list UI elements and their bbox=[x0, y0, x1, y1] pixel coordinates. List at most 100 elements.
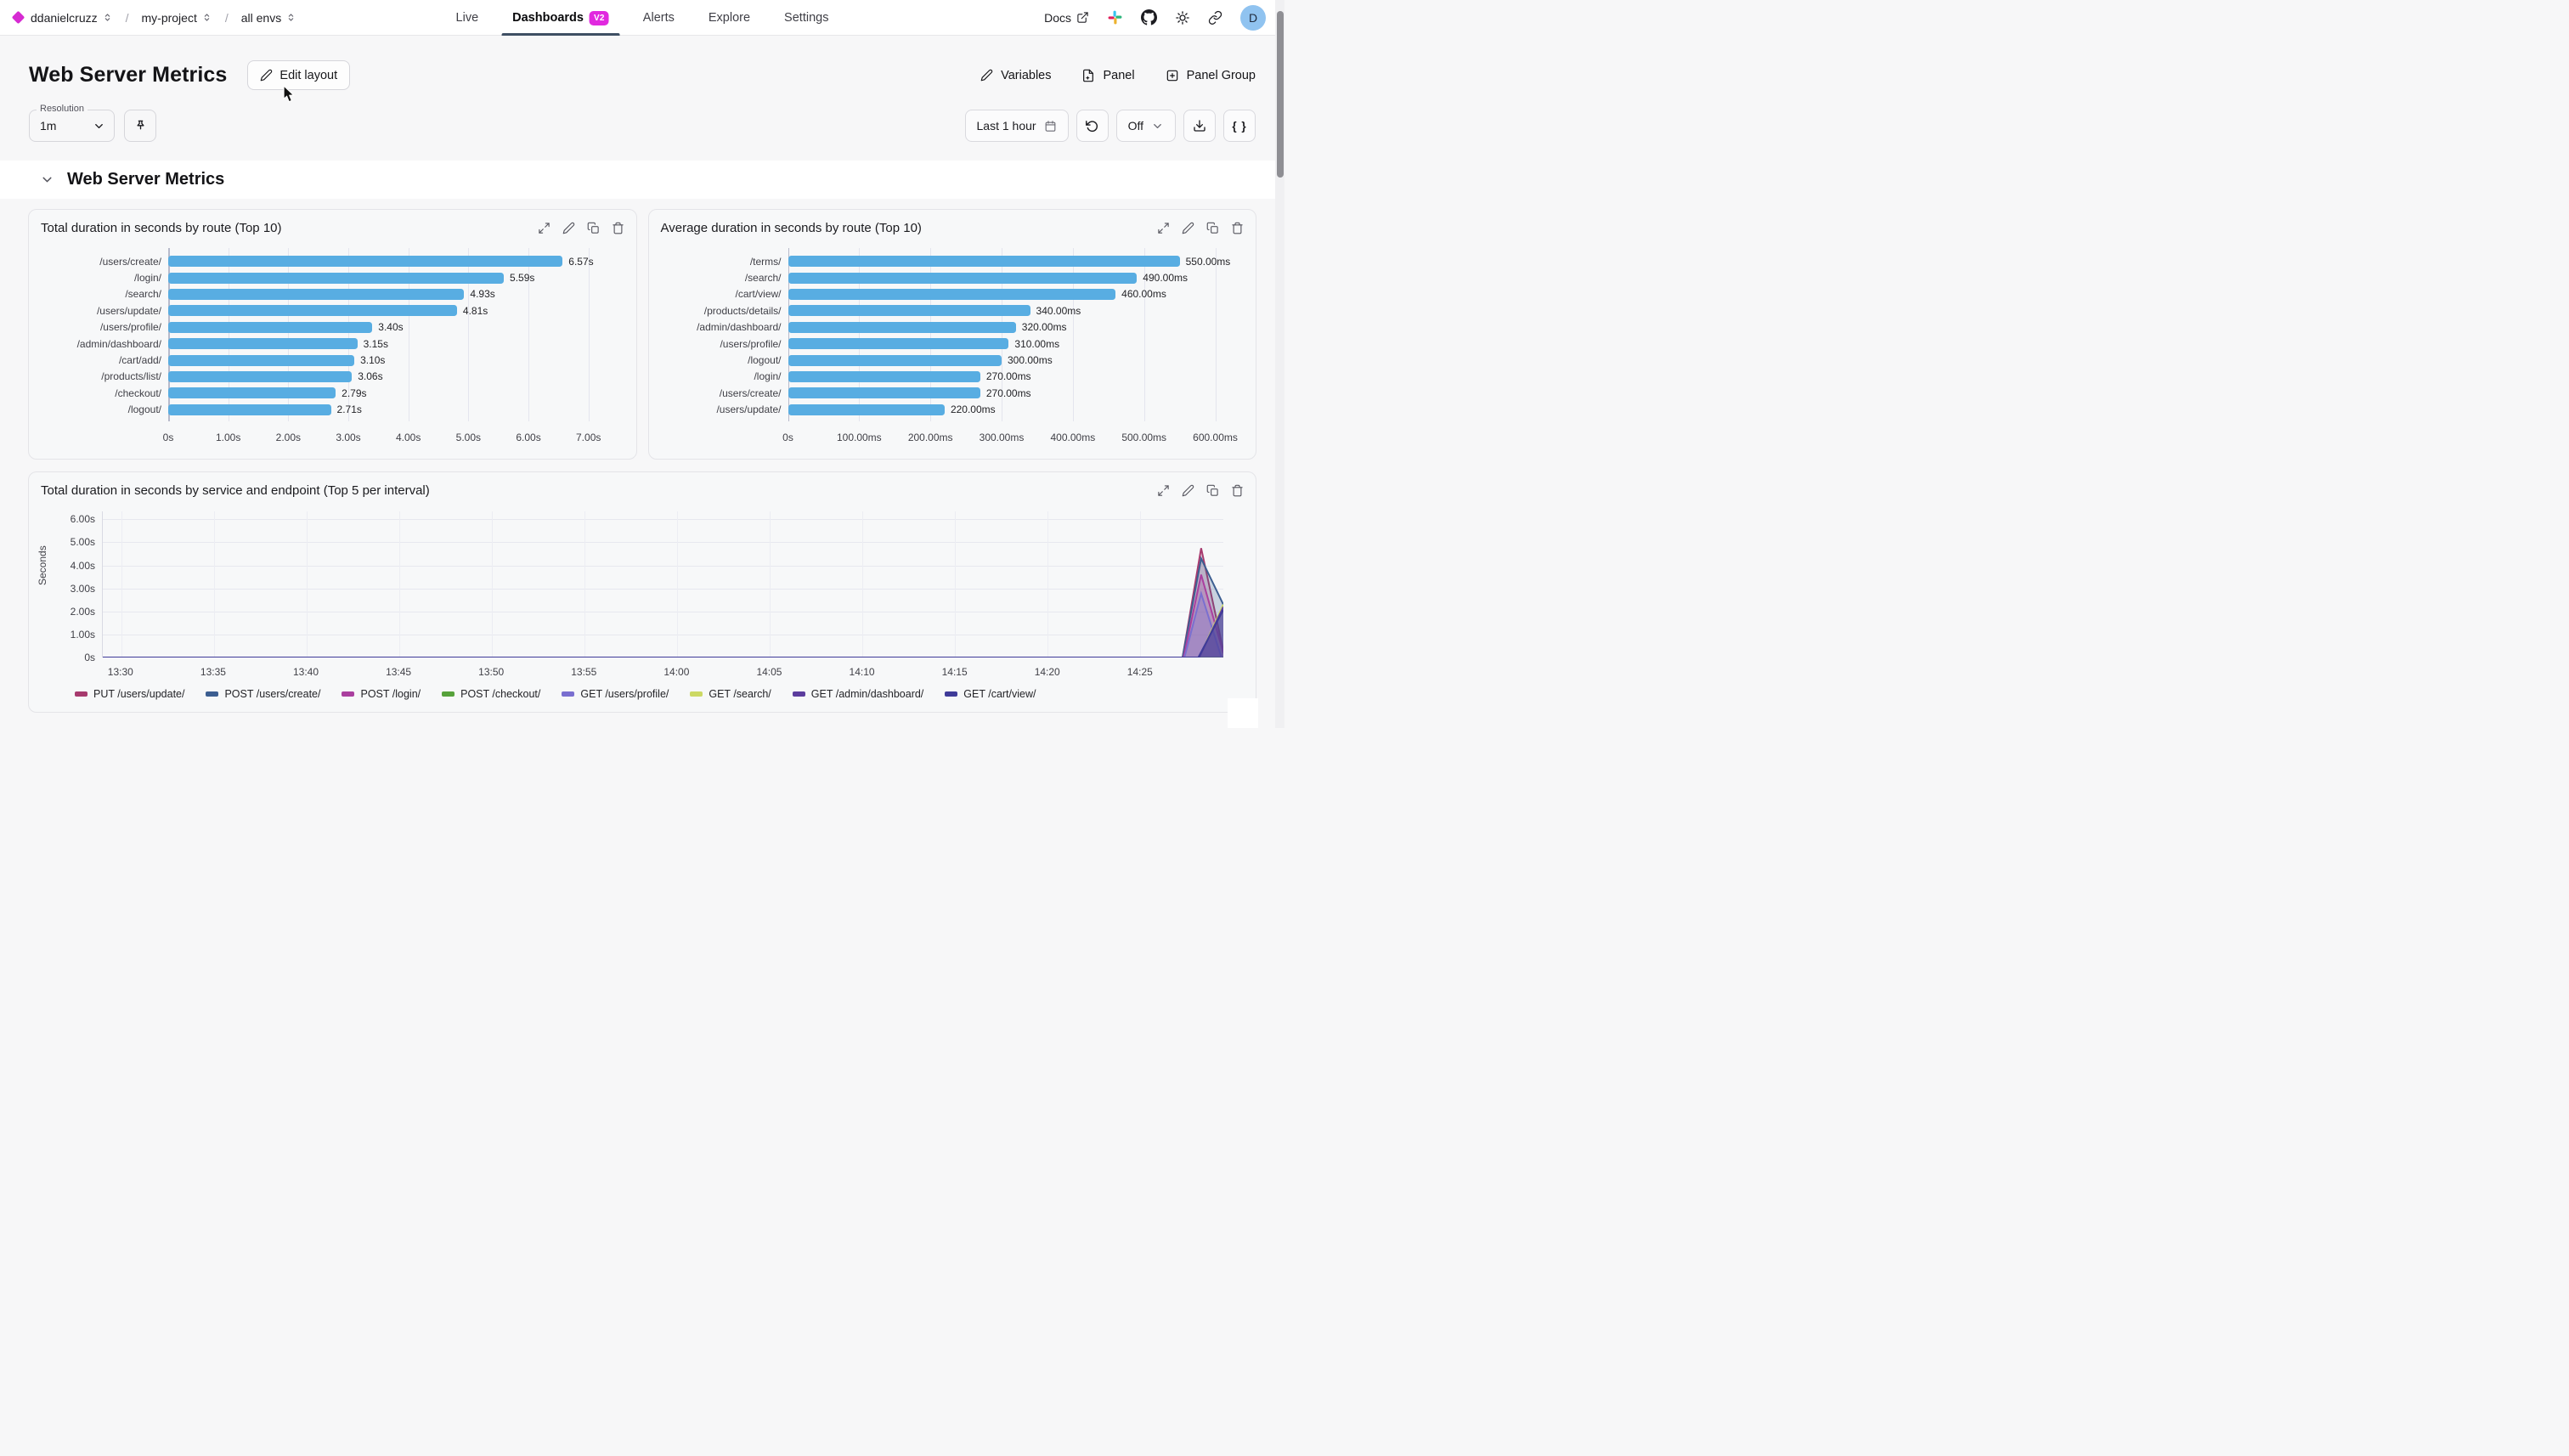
bar[interactable] bbox=[788, 404, 945, 415]
bar[interactable] bbox=[168, 305, 457, 317]
bar-chart-total-duration[interactable]: /users/create/ 6.57s /login/ 5.59s /sear… bbox=[41, 248, 624, 447]
bar[interactable] bbox=[788, 272, 1138, 284]
bar-row[interactable]: /login/ 5.59s bbox=[134, 269, 624, 285]
collapse-chevron-icon[interactable] bbox=[40, 172, 54, 187]
bar[interactable] bbox=[788, 305, 1030, 317]
github-icon[interactable] bbox=[1141, 9, 1157, 25]
legend-item[interactable]: GET /cart/view/ bbox=[945, 688, 1036, 700]
delete-icon[interactable] bbox=[612, 222, 624, 234]
delete-icon[interactable] bbox=[1231, 484, 1244, 497]
theme-sun-icon[interactable] bbox=[1175, 10, 1190, 25]
edit-layout-button[interactable]: Edit layout bbox=[247, 60, 351, 90]
bar[interactable] bbox=[168, 256, 563, 268]
json-button[interactable]: { } bbox=[1223, 110, 1256, 142]
bar[interactable] bbox=[788, 256, 1180, 268]
bar-row[interactable]: /search/ 490.00ms bbox=[745, 269, 1245, 285]
top-nav: ddanielcruzz / my-project / all envs Liv… bbox=[0, 0, 1284, 36]
auto-refresh-select[interactable]: Off bbox=[1115, 110, 1176, 142]
bar[interactable] bbox=[168, 404, 331, 415]
time-series-chart[interactable]: Seconds 6.00s 5.00s 4.00s 3.00s 2.00s 1.00s 0s bbox=[37, 511, 1244, 663]
logo-diamond-icon[interactable] bbox=[11, 10, 25, 25]
refresh-button[interactable] bbox=[1076, 110, 1109, 142]
edit-icon[interactable] bbox=[562, 222, 575, 234]
legend-item[interactable]: POST /users/create/ bbox=[206, 688, 320, 700]
pin-button[interactable] bbox=[124, 110, 156, 142]
bar-row[interactable]: /search/ 4.93s bbox=[125, 286, 624, 302]
bar-row[interactable]: /products/details/ 340.00ms bbox=[704, 302, 1245, 319]
bar[interactable] bbox=[788, 370, 980, 382]
tab-alerts[interactable]: Alerts bbox=[642, 11, 675, 25]
duplicate-icon[interactable] bbox=[1206, 484, 1219, 497]
bar-row[interactable]: /admin/dashboard/ 3.15s bbox=[77, 336, 624, 352]
duplicate-icon[interactable] bbox=[1206, 222, 1219, 234]
bar[interactable] bbox=[788, 354, 1002, 366]
bar-row[interactable]: /users/update/ 220.00ms bbox=[716, 402, 1245, 418]
x-tick-label: 13:45 bbox=[386, 665, 412, 678]
bar-row[interactable]: /users/profile/ 310.00ms bbox=[720, 336, 1245, 352]
download-button[interactable] bbox=[1183, 110, 1216, 142]
bar[interactable] bbox=[788, 288, 1116, 300]
bar[interactable] bbox=[168, 387, 336, 399]
bar[interactable] bbox=[788, 338, 1009, 350]
avatar[interactable]: D bbox=[1240, 4, 1266, 31]
bar[interactable] bbox=[168, 338, 358, 350]
bar-row[interactable]: /cart/view/ 460.00ms bbox=[735, 286, 1245, 302]
bar[interactable] bbox=[788, 321, 1016, 333]
bar[interactable] bbox=[788, 387, 980, 399]
bar-row[interactable]: /users/create/ 6.57s bbox=[99, 253, 624, 269]
bar-row[interactable]: /products/list/ 3.06s bbox=[101, 369, 624, 385]
tab-explore[interactable]: Explore bbox=[708, 11, 751, 25]
scrollbar-track[interactable] bbox=[1275, 0, 1284, 728]
bar[interactable] bbox=[168, 354, 355, 366]
bar-row[interactable]: /admin/dashboard/ 320.00ms bbox=[697, 319, 1245, 336]
tab-live[interactable]: Live bbox=[455, 11, 479, 25]
bar-row[interactable]: /checkout/ 2.79s bbox=[115, 385, 624, 401]
expand-icon[interactable] bbox=[538, 222, 550, 234]
bar[interactable] bbox=[168, 288, 465, 300]
legend-item[interactable]: GET /users/profile/ bbox=[562, 688, 669, 700]
expand-icon[interactable] bbox=[1157, 222, 1170, 234]
slack-icon[interactable] bbox=[1107, 9, 1123, 25]
share-link-icon[interactable] bbox=[1208, 10, 1222, 25]
resolution-select[interactable]: Resolution 1m bbox=[29, 104, 115, 142]
docs-link[interactable]: Docs bbox=[1044, 11, 1089, 25]
bar-row[interactable]: /login/ 270.00ms bbox=[754, 369, 1245, 385]
x-tick-label: 14:05 bbox=[756, 665, 782, 678]
expand-icon[interactable] bbox=[1157, 484, 1170, 497]
legend-item[interactable]: GET /admin/dashboard/ bbox=[792, 688, 923, 700]
bar-row[interactable]: /users/profile/ 3.40s bbox=[100, 319, 624, 336]
breadcrumb-env[interactable]: all envs bbox=[241, 11, 296, 25]
tab-dashboards[interactable]: Dashboards v2 bbox=[501, 0, 620, 36]
plot-area[interactable] bbox=[102, 511, 1223, 657]
legend-item[interactable]: GET /search/ bbox=[690, 688, 771, 700]
add-panel-group-button[interactable]: Panel Group bbox=[1166, 69, 1256, 82]
bar-row[interactable]: /users/create/ 270.00ms bbox=[720, 385, 1245, 401]
bar-row[interactable]: /terms/ 550.00ms bbox=[750, 253, 1245, 269]
bar-chart-average-duration[interactable]: /terms/ 550.00ms /search/ 490.00ms /cart… bbox=[661, 248, 1245, 447]
time-range-button[interactable]: Last 1 hour bbox=[964, 110, 1069, 142]
legend-item[interactable]: POST /login/ bbox=[342, 688, 421, 700]
bar[interactable] bbox=[168, 272, 505, 284]
legend-item[interactable]: POST /checkout/ bbox=[442, 688, 540, 700]
edit-icon[interactable] bbox=[1182, 222, 1194, 234]
bar-row[interactable]: /cart/add/ 3.10s bbox=[119, 352, 624, 368]
bar-row[interactable]: /logout/ 300.00ms bbox=[748, 352, 1245, 368]
variables-button[interactable]: Variables bbox=[980, 69, 1051, 82]
add-panel-button[interactable]: Panel bbox=[1081, 69, 1135, 82]
scrollbar-thumb[interactable] bbox=[1276, 11, 1284, 178]
bar-row[interactable]: /logout/ 2.71s bbox=[128, 402, 624, 418]
duplicate-icon[interactable] bbox=[587, 222, 600, 234]
bar-row[interactable]: /users/update/ 4.81s bbox=[97, 302, 624, 319]
bar[interactable] bbox=[168, 321, 373, 333]
breadcrumb-project[interactable]: my-project bbox=[142, 11, 212, 25]
breadcrumb: ddanielcruzz / my-project / all envs bbox=[11, 10, 296, 25]
bar[interactable] bbox=[168, 370, 353, 382]
breadcrumb-org[interactable]: ddanielcruzz bbox=[31, 11, 113, 25]
tab-settings[interactable]: Settings bbox=[784, 11, 829, 25]
header-actions: Variables Panel Panel Group bbox=[980, 69, 1256, 82]
y-tick-label: 1.00s bbox=[70, 628, 95, 641]
legend-item[interactable]: PUT /users/update/ bbox=[75, 688, 184, 700]
delete-icon[interactable] bbox=[1231, 222, 1244, 234]
edit-icon[interactable] bbox=[1182, 484, 1194, 497]
chevrons-updown-icon bbox=[201, 12, 212, 23]
